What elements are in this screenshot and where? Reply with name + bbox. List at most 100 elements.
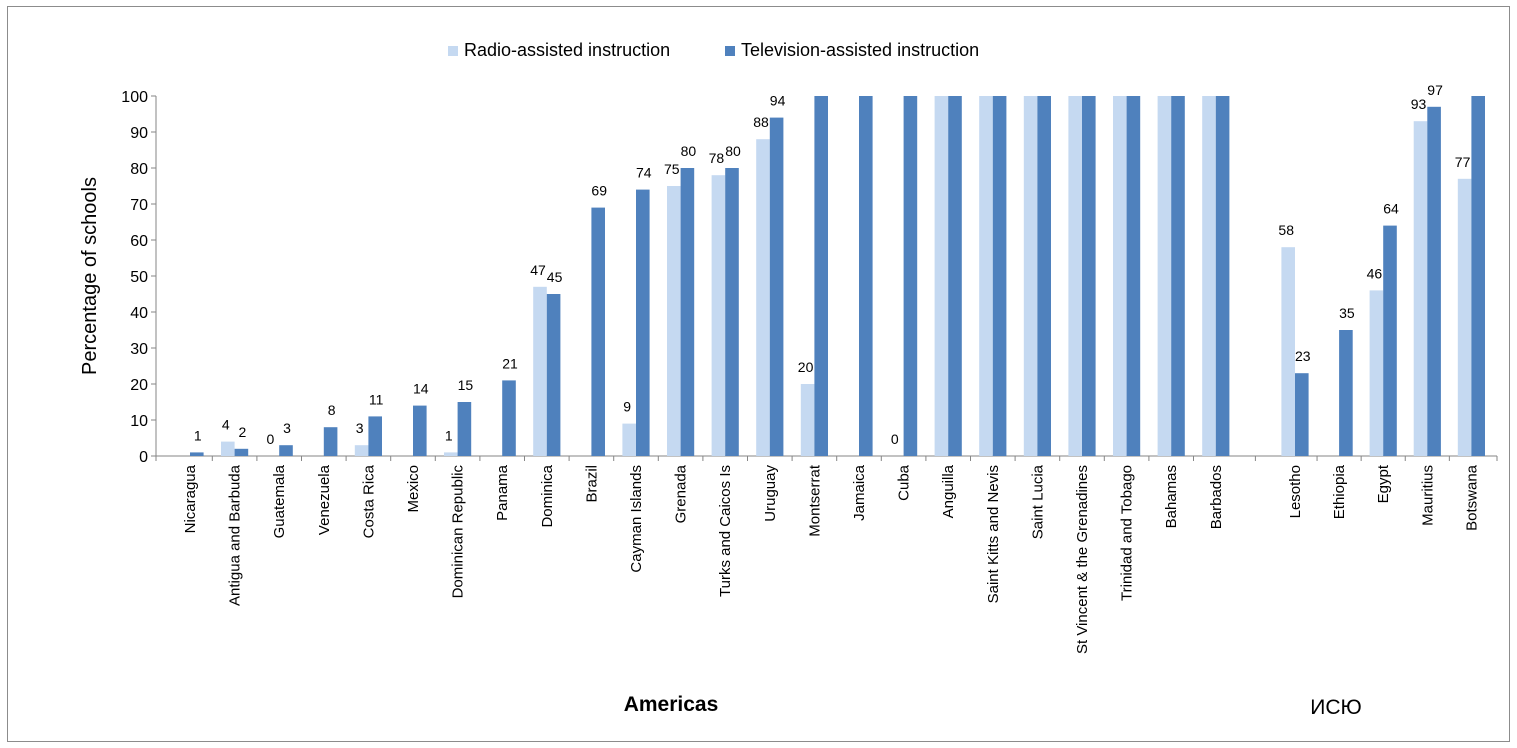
bar-television xyxy=(1339,330,1353,456)
bar-television xyxy=(1215,96,1230,456)
data-label-television: 80 xyxy=(681,143,697,159)
category-label: Saint Kitts and Nevis xyxy=(985,465,1002,603)
bar-television xyxy=(1295,373,1309,456)
legend-label-television: Television-assisted instruction xyxy=(741,40,979,60)
data-label-television: 8 xyxy=(328,402,336,418)
data-label-radio: 78 xyxy=(709,150,725,166)
category-label: Brazil xyxy=(583,465,600,503)
data-label-television: 35 xyxy=(1339,305,1355,321)
bar-television xyxy=(457,402,472,456)
bar-radio xyxy=(1281,247,1295,456)
category-label: Dominica xyxy=(539,464,556,527)
bar-radio xyxy=(979,96,993,456)
data-label-radio: 20 xyxy=(798,359,814,375)
bar-television xyxy=(903,96,918,456)
category-label: Turks and Caicos Is xyxy=(717,465,734,597)
bar-television xyxy=(1126,96,1141,456)
bar-radio xyxy=(354,445,369,456)
category-label: Bahamas xyxy=(1163,465,1180,528)
data-label-television: 14 xyxy=(413,381,429,397)
bar-television xyxy=(190,452,204,456)
y-axis-title: Percentage of schools xyxy=(79,177,101,375)
data-label-television: 80 xyxy=(725,143,741,159)
data-label-television: 2 xyxy=(239,424,247,440)
bar-television xyxy=(1037,96,1051,456)
category-label: Egypt xyxy=(1375,464,1392,503)
bar-television xyxy=(323,427,338,456)
bar-television xyxy=(1082,96,1096,456)
category-label: Lesotho xyxy=(1287,465,1304,518)
y-tick-label: 90 xyxy=(130,125,148,142)
group-labels: Americas ИСЮ xyxy=(624,693,1362,719)
bar-television xyxy=(769,117,784,456)
bar-television xyxy=(546,294,561,456)
category-label: Cuba xyxy=(896,464,913,501)
category-label: Panama xyxy=(494,464,511,521)
bar-radio xyxy=(221,441,235,456)
category-label: Guatemala xyxy=(271,464,288,538)
y-tick-label: 30 xyxy=(130,341,148,358)
data-label-radio: 93 xyxy=(1411,96,1427,112)
y-tick-label: 80 xyxy=(130,161,148,178)
category-label: St Vincent & the Grenadines xyxy=(1074,465,1091,654)
data-label-radio: 0 xyxy=(267,431,275,447)
legend-label-radio: Radio-assisted instruction xyxy=(464,40,670,60)
bar-radio xyxy=(1113,96,1127,456)
bar-radio xyxy=(800,384,815,456)
category-label: Saint Lucia xyxy=(1029,464,1046,539)
data-label-television: 94 xyxy=(770,93,786,109)
category-labels: Nicaragua Antigua and Barbuda Guatemala Ven… xyxy=(182,464,1480,654)
category-label: Mauritius xyxy=(1419,465,1436,526)
legend: Radio-assisted instruction Television-as… xyxy=(448,40,979,60)
data-label-radio: 46 xyxy=(1367,265,1383,281)
bar-television xyxy=(502,380,516,456)
data-label-radio: 4 xyxy=(222,417,230,433)
bar-radio xyxy=(1157,96,1172,456)
data-label-television: 97 xyxy=(1427,82,1443,98)
data-label-radio: 88 xyxy=(753,114,769,130)
category-label: Venezuela xyxy=(316,464,333,535)
y-tick-label: 100 xyxy=(121,89,148,106)
y-tick-label: 10 xyxy=(130,413,148,430)
data-label-radio: 77 xyxy=(1455,154,1471,170)
legend-swatch-radio xyxy=(448,46,458,56)
data-label-radio: 9 xyxy=(623,399,631,415)
category-label: Anguilla xyxy=(940,464,957,518)
group-label: Americas xyxy=(624,693,719,716)
bar-television xyxy=(413,405,427,456)
y-tick-label: 60 xyxy=(130,233,148,250)
bar-radio xyxy=(1068,96,1082,456)
category-label: Costa Rica xyxy=(360,464,377,538)
bar-television xyxy=(636,189,650,456)
y-tick-label: 40 xyxy=(130,305,148,322)
category-label: Antigua and Barbuda xyxy=(227,464,244,606)
data-label-television: 1 xyxy=(194,427,202,443)
data-label-television: 45 xyxy=(547,269,563,285)
bar-television xyxy=(725,168,739,456)
bar-television xyxy=(680,168,695,456)
bar-radio xyxy=(444,452,458,456)
data-label-television: 21 xyxy=(502,355,518,371)
bar-television xyxy=(368,416,382,456)
category-label: Cayman Islands xyxy=(628,465,645,573)
group-label: ИСЮ xyxy=(1310,696,1361,719)
bar-radio xyxy=(756,139,770,456)
bar-radio xyxy=(1023,96,1038,456)
bar-television xyxy=(992,96,1007,456)
data-label-television: 3 xyxy=(283,420,291,436)
bar-television xyxy=(279,445,293,456)
category-label: Dominican Republic xyxy=(450,465,467,599)
y-tick-label: 20 xyxy=(130,377,148,394)
bar-radio xyxy=(1202,96,1216,456)
chart-frame: Radio-assisted instruction Television-as… xyxy=(7,6,1510,742)
data-label-radio: 1 xyxy=(445,427,453,443)
bar-television xyxy=(234,448,249,456)
bar-radio xyxy=(622,423,636,456)
data-label-television: 15 xyxy=(458,377,474,393)
bar-chart: Radio-assisted instruction Television-as… xyxy=(79,40,1498,719)
data-label-television: 11 xyxy=(369,391,384,407)
category-label: Barbados xyxy=(1208,465,1225,529)
bar-television xyxy=(591,207,605,456)
data-label-television: 23 xyxy=(1295,348,1311,364)
